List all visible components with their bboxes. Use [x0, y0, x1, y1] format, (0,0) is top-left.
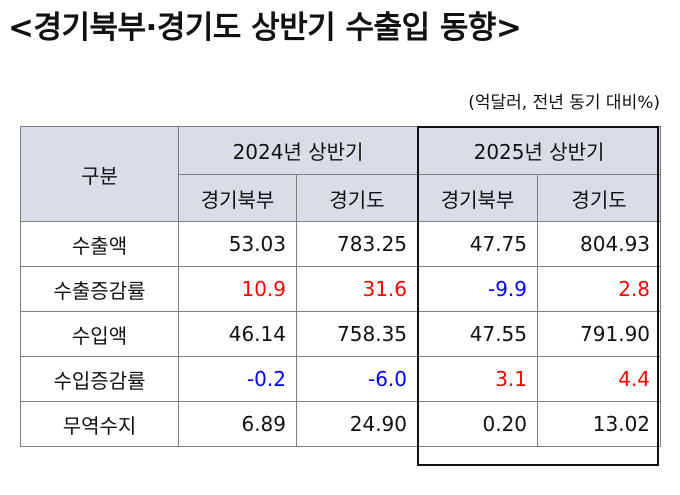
- value-cell: 0.20: [417, 401, 539, 447]
- region-header: 경기도: [295, 174, 419, 222]
- period-2024-header: 2024년 상반기: [177, 126, 419, 175]
- value-cell: 24.90: [295, 401, 419, 447]
- unit-note: (억달러, 전년 동기 대비%): [468, 93, 660, 113]
- value-cell: 13.02: [537, 401, 662, 447]
- value-cell: 804.93: [537, 221, 662, 267]
- value-cell: 783.25: [295, 221, 419, 267]
- table-row: 수입증감률 -0.2 -6.0 3.1 4.4: [20, 356, 662, 402]
- rate-cell-positive: 4.4: [537, 356, 662, 402]
- region-header-row: 경기북부 경기도 경기북부 경기도: [21, 174, 662, 222]
- region-header: 경기도: [537, 174, 662, 222]
- region-header: 경기북부: [178, 174, 297, 222]
- row-label: 수출액: [20, 221, 179, 267]
- rate-cell-negative: -0.2: [178, 356, 297, 402]
- value-cell: 47.55: [417, 311, 539, 357]
- row-label: 수출증감률: [20, 266, 179, 312]
- table-row: 수출액 53.03 783.25 47.75 804.93: [20, 221, 662, 267]
- row-label: 무역수지: [20, 401, 179, 447]
- table-row: 무역수지 6.89 24.90 0.20 13.02: [20, 401, 662, 447]
- period-header-row: 구분 2024년 상반기 2025년 상반기: [20, 126, 662, 222]
- value-cell: 47.75: [417, 221, 539, 267]
- value-cell: 46.14: [178, 311, 297, 357]
- page-title: <경기북부·경기도 상반기 수출입 동향>: [8, 10, 522, 46]
- value-cell: 53.03: [178, 221, 297, 267]
- value-cell: 758.35: [295, 311, 419, 357]
- rate-cell-negative: -9.9: [417, 266, 539, 312]
- table-row: 수출증감률 10.9 31.6 -9.9 2.8: [20, 266, 662, 312]
- rate-cell-positive: 10.9: [178, 266, 297, 312]
- rate-cell-negative: -6.0: [295, 356, 419, 402]
- rate-cell-positive: 31.6: [295, 266, 419, 312]
- row-label: 수입증감률: [20, 356, 179, 402]
- trade-table: 구분 2024년 상반기 2025년 상반기 경기북부 경기도 경기북부 경기도…: [20, 126, 662, 447]
- table-row: 수입액 46.14 758.35 47.55 791.90: [20, 311, 662, 357]
- value-cell: 791.90: [537, 311, 662, 357]
- period-2025-header: 2025년 상반기: [417, 126, 662, 175]
- row-label: 수입액: [20, 311, 179, 357]
- region-header: 경기북부: [417, 174, 539, 222]
- rate-cell-positive: 3.1: [417, 356, 539, 402]
- rate-cell-positive: 2.8: [537, 266, 662, 312]
- row-header-cell: 구분: [20, 126, 179, 222]
- value-cell: 6.89: [178, 401, 297, 447]
